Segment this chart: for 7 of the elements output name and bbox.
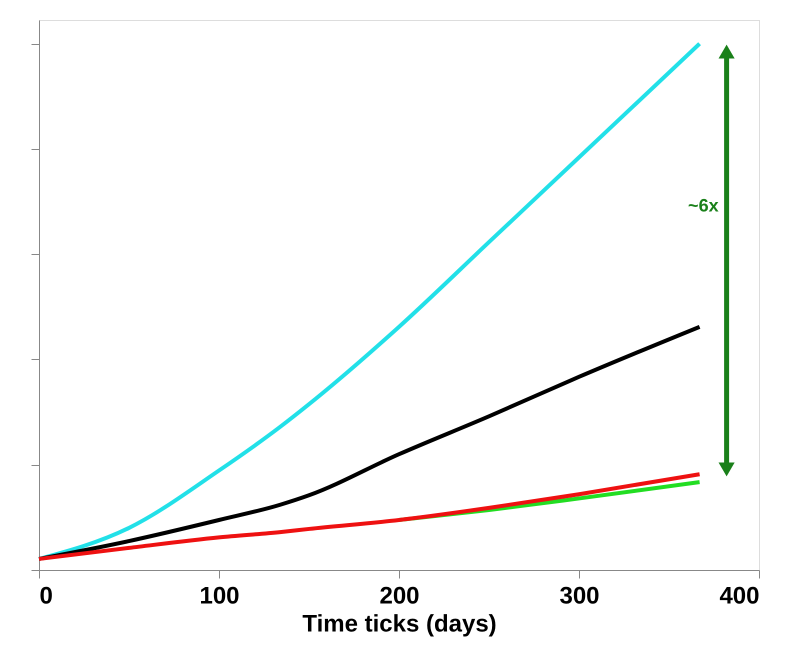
annotation: ~6x xyxy=(688,195,719,216)
x-tick-label: 300 xyxy=(559,582,600,610)
x-tick-label: 100 xyxy=(199,582,240,610)
x-axis-title: Time ticks (days) xyxy=(302,610,497,638)
x-tick-label: 0 xyxy=(40,582,53,610)
x-tick-label: 400 xyxy=(719,582,760,610)
x-tick-label: 200 xyxy=(379,582,420,610)
